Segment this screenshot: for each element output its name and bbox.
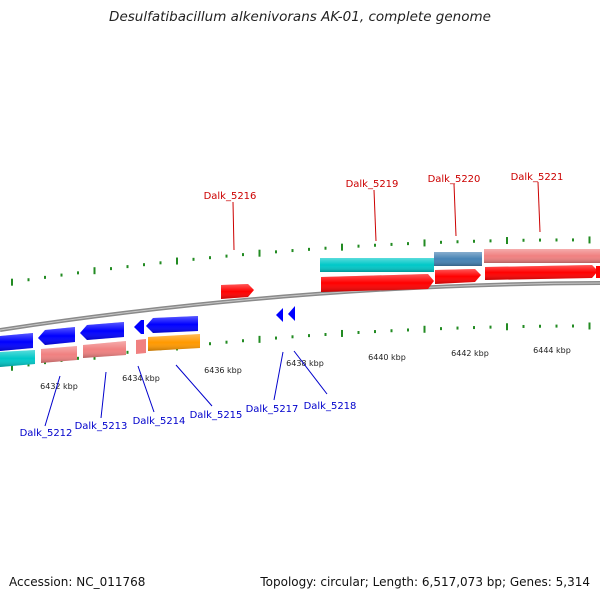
genome-summary-text: Topology: circular; Length: 6,517,073 bp… bbox=[260, 575, 590, 589]
scale-label: 6432 kbp bbox=[40, 382, 78, 391]
label-dalk-5217[interactable]: Dalk_5217 bbox=[246, 404, 299, 415]
label-dalk-5214[interactable]: Dalk_5214 bbox=[133, 416, 186, 427]
label-dalk-5220[interactable]: Dalk_5220 bbox=[428, 174, 481, 185]
forward-labels: Dalk_5216 Dalk_5219 Dalk_5220 Dalk_5221 bbox=[204, 172, 564, 251]
map-title: Desulfatibacillum alkenivorans AK-01, co… bbox=[109, 9, 491, 25]
forward-tick-row bbox=[11, 236, 591, 286]
cds-feature-5214 bbox=[136, 339, 146, 354]
genome-backbone bbox=[0, 281, 600, 332]
reverse-features bbox=[0, 306, 295, 367]
scale-label: 6436 kbp bbox=[204, 366, 242, 375]
gene-5217 bbox=[276, 308, 283, 322]
gene-5214 bbox=[134, 320, 144, 334]
gene-5218 bbox=[288, 306, 295, 321]
label-dalk-5212[interactable]: Dalk_5212 bbox=[20, 428, 73, 439]
scale-label: 6434 kbp bbox=[122, 374, 160, 383]
label-dalk-5219[interactable]: Dalk_5219 bbox=[346, 179, 399, 190]
label-dalk-5213[interactable]: Dalk_5213 bbox=[75, 421, 128, 432]
label-dalk-5221[interactable]: Dalk_5221 bbox=[511, 172, 564, 183]
label-dalk-5216[interactable]: Dalk_5216 bbox=[204, 191, 257, 202]
accession-text: Accession: NC_011768 bbox=[9, 575, 146, 589]
forward-features bbox=[221, 249, 600, 299]
label-dalk-5218[interactable]: Dalk_5218 bbox=[304, 401, 357, 412]
scale-label: 6444 kbp bbox=[533, 346, 571, 355]
scale-labels: 6432 kbp 6434 kbp 6436 kbp 6438 kbp 6440… bbox=[40, 346, 571, 391]
scale-label: 6440 kbp bbox=[368, 353, 406, 362]
scale-label: 6442 kbp bbox=[451, 349, 489, 358]
label-dalk-5215[interactable]: Dalk_5215 bbox=[190, 410, 243, 421]
scale-label: 6438 kbp bbox=[286, 359, 324, 368]
reverse-labels: Dalk_5212 Dalk_5213 Dalk_5214 Dalk_5215 … bbox=[20, 350, 357, 439]
